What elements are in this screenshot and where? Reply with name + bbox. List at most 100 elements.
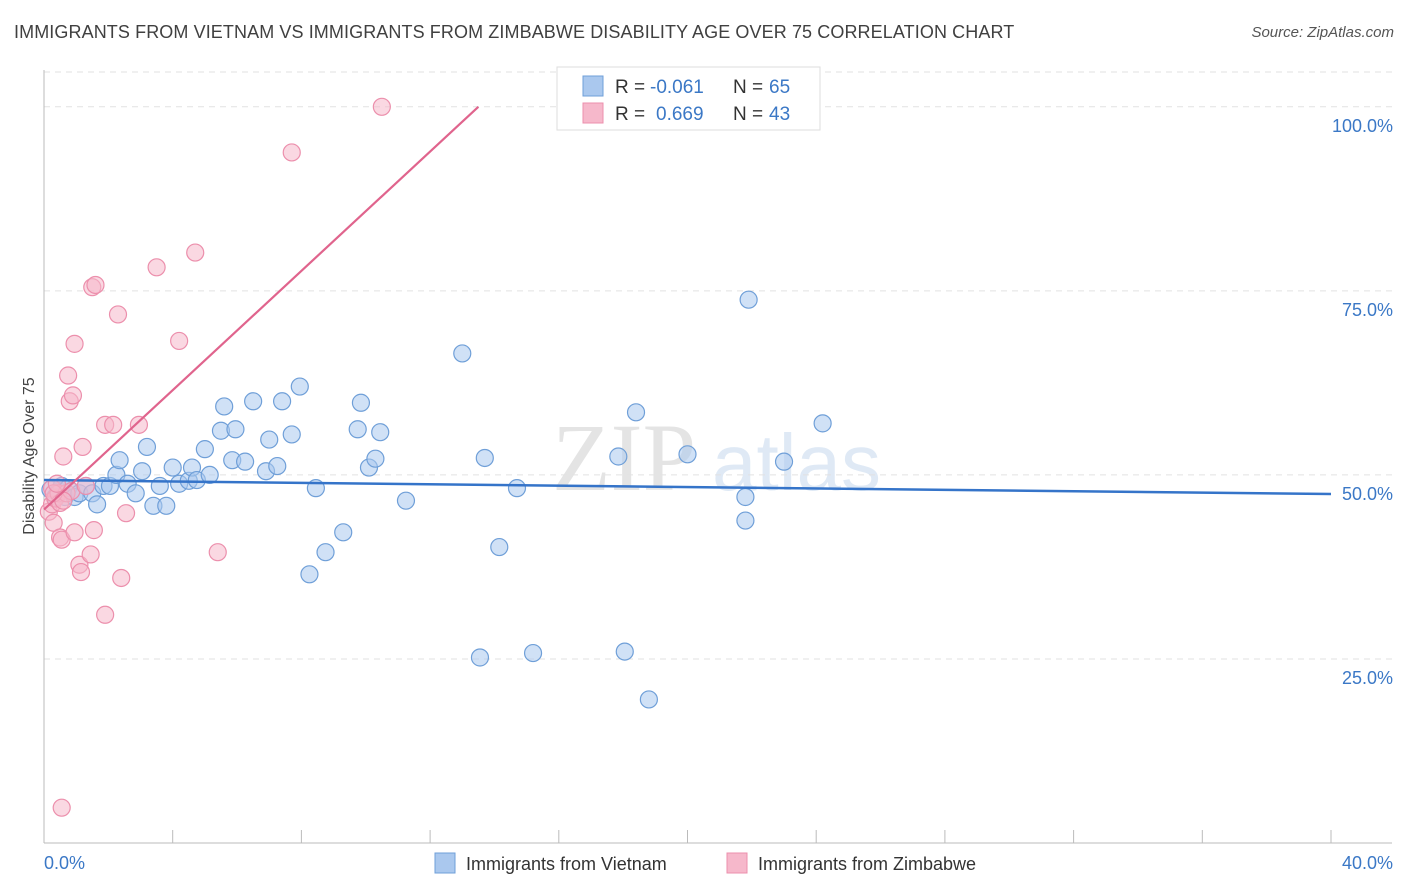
zimbabwe-point xyxy=(86,275,105,295)
vietnam-point xyxy=(300,565,319,584)
gridlines xyxy=(44,71,1392,660)
zimbabwe-point xyxy=(208,543,227,562)
vietnam-point xyxy=(626,403,646,422)
watermark: ZIP atlas xyxy=(552,404,881,511)
vietnam-point xyxy=(523,643,543,663)
vietnam-point xyxy=(396,491,416,510)
vietnam-point xyxy=(272,392,292,411)
legend-n-value-vietnam: 65 xyxy=(769,77,790,98)
vietnam-point xyxy=(200,465,219,485)
zimbabwe-point xyxy=(96,605,115,624)
vietnam-point xyxy=(813,414,832,433)
vietnam-point xyxy=(678,445,697,464)
vietnam-point xyxy=(507,479,527,498)
vietnam-point xyxy=(739,290,758,309)
legend-n-label-zimbabwe: N = xyxy=(733,104,763,125)
legend-r-label-vietnam: R = xyxy=(615,77,645,98)
vietnam-point xyxy=(371,423,390,442)
legend-swatch-zimbabwe xyxy=(582,102,604,124)
bottom-legend-swatch-zimbabwe xyxy=(726,852,748,874)
series-legend: Immigrants from Vietnam Immigrants from … xyxy=(434,852,976,874)
source-credit: Source: ZipAtlas.com xyxy=(1251,24,1394,41)
vietnam-point xyxy=(736,511,755,530)
zimbabwe-point xyxy=(112,568,131,588)
zimbabwe-point xyxy=(54,447,73,466)
zimbabwe-point xyxy=(186,243,205,262)
zimbabwe-point xyxy=(47,474,66,493)
y-tick-label: 100.0% xyxy=(1332,116,1393,136)
zimbabwe-point xyxy=(81,545,100,564)
trend-lines xyxy=(43,106,1332,511)
vietnam-point xyxy=(282,425,301,444)
legend-r-label-zimbabwe: R = xyxy=(615,104,645,125)
vietnam-point xyxy=(244,392,263,411)
x-tick-label-min: 0.0% xyxy=(44,853,85,873)
zimbabwe-point xyxy=(104,415,123,434)
vietnam-point xyxy=(290,377,309,396)
zimbabwe-point xyxy=(59,366,78,385)
vietnam-point xyxy=(490,537,509,557)
vietnam-point xyxy=(736,487,755,507)
bottom-legend-label-vietnam: Immigrants from Vietnam xyxy=(466,854,667,874)
vietnam-point xyxy=(470,648,490,667)
trend-line-vietnam xyxy=(43,478,1332,496)
zimbabwe-point xyxy=(282,143,301,162)
vietnam-point xyxy=(133,462,152,481)
vietnam-point xyxy=(366,449,385,468)
vietnam-point xyxy=(351,393,371,412)
legend-n-value-zimbabwe: 43 xyxy=(769,104,790,125)
legend-r-value-vietnam: -0.061 xyxy=(650,77,704,98)
stats-legend: R = -0.061 N = 65 R = 0.669 N = 43 xyxy=(556,66,821,131)
zimbabwe-point xyxy=(65,523,84,542)
vietnam-point xyxy=(235,452,255,471)
zimbabwe-point xyxy=(63,386,83,405)
vietnam-point xyxy=(226,420,245,439)
legend-r-value-zimbabwe: 0.669 xyxy=(656,104,704,125)
zimbabwe-point xyxy=(108,305,128,324)
vietnam-point xyxy=(334,523,353,542)
zimbabwe-point xyxy=(372,97,391,116)
zimbabwe-point xyxy=(65,334,84,353)
y-axis-label: Disability Age Over 75 xyxy=(21,377,38,535)
y-tick-labels: 25.0% 50.0% 75.0% 100.0% xyxy=(1332,116,1393,688)
y-tick-label: 50.0% xyxy=(1342,484,1393,504)
vietnam-point xyxy=(87,495,107,514)
zimbabwe-point xyxy=(52,798,71,817)
vietnam-point xyxy=(215,397,234,416)
vietnam-point xyxy=(137,437,157,457)
y-tick-label: 75.0% xyxy=(1342,300,1393,320)
legend-swatch-vietnam xyxy=(582,75,604,97)
vietnam-point xyxy=(150,476,169,496)
zimbabwe-point xyxy=(84,521,103,540)
zimbabwe-point xyxy=(71,562,91,582)
vietnam-point xyxy=(268,456,287,476)
vietnam-point xyxy=(163,458,182,477)
vietnam-point xyxy=(609,447,628,466)
legend-n-label-vietnam: N = xyxy=(733,77,763,98)
vietnam-point xyxy=(126,484,145,503)
zimbabwe-point xyxy=(54,491,73,510)
y-tick-label: 25.0% xyxy=(1342,668,1393,688)
vietnam-point xyxy=(195,440,214,459)
bottom-legend-swatch-vietnam xyxy=(434,852,456,874)
zimbabwe-point xyxy=(147,258,166,277)
zimbabwe-point xyxy=(170,331,189,351)
zimbabwe-point xyxy=(73,437,92,457)
vietnam-point xyxy=(260,430,279,449)
axes xyxy=(43,70,1392,844)
x-ticks xyxy=(43,830,1332,843)
vietnam-point xyxy=(774,452,794,471)
chart-title: IMMIGRANTS FROM VIETNAM VS IMMIGRANTS FR… xyxy=(14,22,1015,42)
zimbabwe-point xyxy=(116,504,136,523)
vietnam-point xyxy=(453,344,472,363)
trend-line-zimbabwe xyxy=(43,106,480,511)
vietnam-point xyxy=(157,496,176,515)
x-tick-label-max: 40.0% xyxy=(1342,853,1393,873)
zimbabwe-point xyxy=(129,415,149,434)
vietnam-point xyxy=(348,420,367,439)
vietnam-point xyxy=(475,448,494,468)
bottom-legend-label-zimbabwe: Immigrants from Zimbabwe xyxy=(758,854,976,874)
vietnam-point xyxy=(639,690,658,709)
vietnam-point xyxy=(316,543,335,562)
